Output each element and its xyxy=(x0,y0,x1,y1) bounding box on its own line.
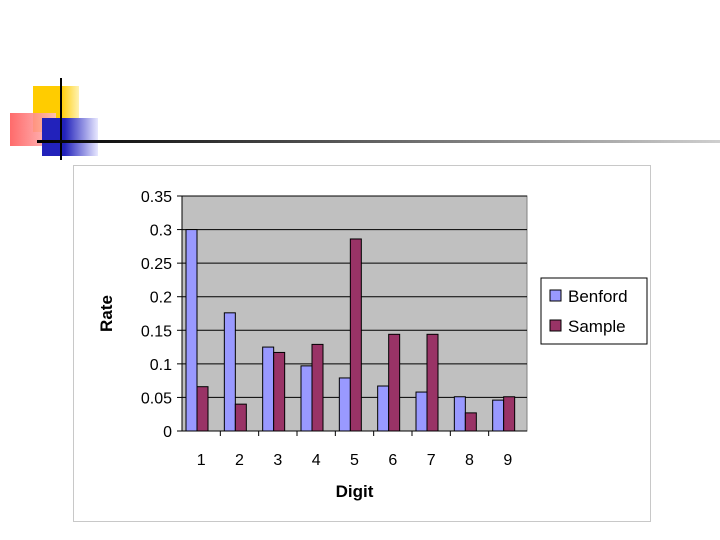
ornament-horizontal-rule xyxy=(37,140,720,143)
bar-sample-3 xyxy=(273,351,286,432)
y-tick-label: 0.25 xyxy=(141,256,172,273)
x-tick-label: 6 xyxy=(388,452,397,469)
bar-benford-4 xyxy=(300,365,313,432)
bar-benford-1 xyxy=(185,229,198,432)
y-tick-label: 0.15 xyxy=(141,323,172,340)
y-tick-label: 0.1 xyxy=(150,357,172,374)
ornament-blue-square xyxy=(42,118,98,156)
x-axis-title: Digit xyxy=(336,482,374,501)
x-tick-label: 1 xyxy=(197,452,206,469)
x-tick-label: 5 xyxy=(350,452,359,469)
bar-sample-5 xyxy=(349,238,362,432)
bar-sample-8 xyxy=(464,412,477,432)
bar-sample-1 xyxy=(196,386,209,432)
x-tick-label: 8 xyxy=(465,452,474,469)
bar-benford-5 xyxy=(338,377,351,432)
bar-chart: 0 0.05 0.1 0.15 0.2 0.25 0.3 0.35 1 2 3 4 5 6 7 8 9 Digit… xyxy=(97,189,648,501)
y-tick-label: 0 xyxy=(163,424,172,441)
x-tick-label: 2 xyxy=(235,452,244,469)
y-tick-label: 0.05 xyxy=(141,390,172,407)
y-axis-title: Rate xyxy=(97,295,116,332)
bar-benford-7 xyxy=(415,391,428,432)
bar-benford-8 xyxy=(453,396,466,432)
x-tick-label: 4 xyxy=(312,452,321,469)
x-tick-label: 9 xyxy=(503,452,512,469)
legend-label-sample: Sample xyxy=(568,317,626,336)
y-tick-label: 0.3 xyxy=(150,223,172,240)
bar-sample-6 xyxy=(388,333,401,432)
bar-benford-9 xyxy=(492,399,505,432)
x-tick-label: 3 xyxy=(273,452,282,469)
bar-sample-9 xyxy=(503,396,516,432)
slide-ornament xyxy=(0,0,720,170)
bar-benford-6 xyxy=(377,385,390,432)
bar-sample-2 xyxy=(234,403,247,432)
x-tick-label: 7 xyxy=(427,452,436,469)
ornament-vertical-line xyxy=(60,78,62,160)
bar-sample-4 xyxy=(311,343,324,432)
legend-swatch-benford xyxy=(549,289,562,302)
chart-frame: 0 0.05 0.1 0.15 0.2 0.25 0.3 0.35 1 2 3 4 5 6 7 8 9 Digit… xyxy=(73,165,651,522)
bar-sample-7 xyxy=(426,333,439,432)
legend-swatch-sample xyxy=(549,319,562,332)
y-tick-label: 0.35 xyxy=(141,189,172,206)
y-tick-label: 0.2 xyxy=(150,290,172,307)
legend-box xyxy=(540,277,648,345)
bar-benford-2 xyxy=(223,312,236,432)
bar-benford-3 xyxy=(262,346,275,432)
legend-label-benford: Benford xyxy=(568,287,628,306)
